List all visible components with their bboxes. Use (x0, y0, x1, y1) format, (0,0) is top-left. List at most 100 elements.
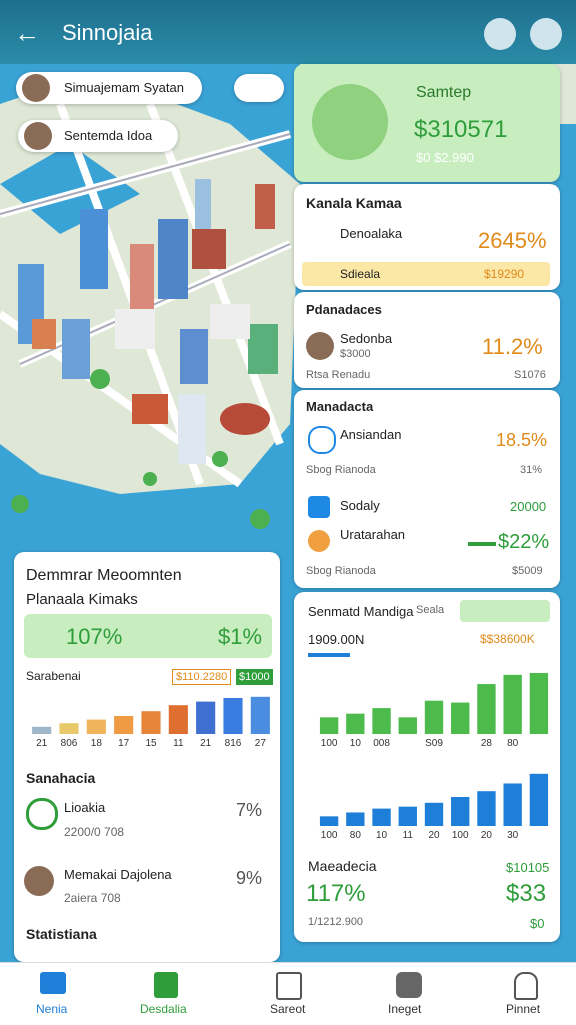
x-tick-label: 18 (91, 738, 103, 749)
map-shape (80, 209, 108, 289)
map-shape (32, 319, 56, 349)
item-sub: 2aiera 708 (64, 891, 121, 905)
stat-row (24, 614, 272, 658)
map-shape (248, 324, 278, 374)
nav-icon (396, 972, 422, 998)
map-shape (11, 495, 29, 513)
x-tick-label: S09 (425, 738, 443, 749)
highlight-row (302, 262, 550, 286)
nav-icon (154, 972, 178, 998)
nav-item[interactable]: Pinnet (506, 1002, 541, 1016)
map-shape (11, 369, 270, 529)
item-value: 11.2% (482, 334, 543, 359)
nav-icon (514, 972, 538, 1000)
chart-label: Sarabenai (26, 669, 81, 683)
item-sub-value: $5009 (512, 565, 543, 577)
card-title: Kanala Kamaa (306, 195, 402, 211)
map-shape (195, 179, 211, 229)
bar (196, 701, 216, 734)
bar (168, 705, 188, 734)
row-value: 2645% (478, 228, 547, 253)
bar (346, 713, 365, 734)
footer-sub-right: $0 (530, 916, 545, 931)
badge: $1000 (236, 669, 273, 685)
x-tick-label: 21 (200, 738, 212, 749)
item-value: 9% (236, 868, 263, 888)
x-tick-label: 20 (481, 830, 493, 841)
x-tick-label: 816 (225, 738, 242, 749)
trend-line (468, 542, 496, 546)
bar-chart: 21 806 18 17 15 11 21 816 27 (32, 696, 270, 749)
x-tick-label: 15 (145, 738, 157, 749)
item-value: 18.5% (496, 430, 548, 450)
panel-title: Demmrar Meoomnten (26, 567, 182, 584)
item-value: 20000 (510, 499, 547, 514)
x-tick-label: 100 (452, 830, 469, 841)
nav-item[interactable]: Desdalia (140, 1002, 187, 1016)
menu-button[interactable] (530, 18, 562, 50)
x-tick-label: 30 (507, 830, 519, 841)
nav-item[interactable]: Nenia (36, 1002, 68, 1016)
right-value: $$38600K (480, 632, 535, 646)
panel-title: Senmatd Mandiga (308, 604, 414, 619)
item-value: 7% (236, 800, 263, 820)
page-title: Sinnojaia (62, 20, 153, 45)
map-shape (146, 102, 284, 446)
bar (529, 773, 549, 826)
highlight-value: $19290 (484, 267, 525, 281)
pdanadaces-card[interactable] (294, 292, 560, 388)
back-button[interactable]: ← (14, 18, 40, 48)
item-name: Memakai Dajolena (64, 867, 172, 882)
x-tick-label: 80 (507, 738, 519, 749)
header-bar (0, 0, 576, 64)
x-tick-label: 80 (350, 830, 362, 841)
timer-button[interactable] (234, 74, 284, 102)
nav-item[interactable]: Sareot (270, 1002, 306, 1016)
avatar (306, 332, 334, 360)
avatar (22, 74, 50, 102)
card-amount: $310571 (414, 116, 508, 143)
item-sub: Sbog Rianoda (306, 565, 376, 577)
footer-sub-left: 1/1212.900 (308, 916, 364, 928)
card-title: Manadacta (306, 399, 374, 414)
bar (503, 674, 522, 734)
bar (477, 684, 496, 734)
map-shape (220, 403, 270, 435)
chip-label: Simuajemam Syatan (64, 80, 184, 95)
x-tick-label: 100 (321, 830, 338, 841)
avatar (24, 122, 52, 150)
manadacta-card[interactable] (294, 390, 560, 588)
row-label: Denoalaka (340, 226, 403, 241)
map-shape (143, 472, 157, 486)
section-title: Sanahacia (26, 770, 96, 786)
item-sub: 2200/0 708 (64, 825, 125, 839)
card-title: Samtep (416, 84, 472, 101)
footer-top-right: $10105 (506, 860, 550, 875)
bar (59, 723, 79, 734)
left-value: 1909.00N (308, 632, 365, 647)
x-tick-label: 28 (481, 738, 493, 749)
bar (86, 719, 106, 734)
profile-button[interactable] (484, 18, 516, 50)
x-tick-label: 17 (118, 738, 130, 749)
bar (319, 816, 339, 826)
x-tick-label: 806 (61, 738, 78, 749)
item-name: Sodaly (340, 498, 380, 513)
x-tick-label: 10 (350, 738, 362, 749)
bar (372, 708, 391, 734)
x-tick-label: 10 (376, 830, 388, 841)
x-tick-label: 11 (173, 738, 184, 749)
stat-left: 107% (66, 624, 123, 649)
bar (250, 696, 270, 734)
bar-chart: 100 80 10 11 20 100 20 30 (319, 773, 549, 841)
nav-item[interactable]: Ineget (388, 1002, 422, 1016)
item-icon (308, 496, 330, 518)
bar (451, 797, 470, 826)
map-shape (0, 133, 291, 215)
map-shape (90, 369, 110, 389)
chip-label: Sentemda Idoa (64, 128, 153, 143)
item-sub: $3000 (340, 348, 371, 360)
item-name: Ansiandan (340, 427, 402, 442)
right-panel (294, 592, 560, 942)
